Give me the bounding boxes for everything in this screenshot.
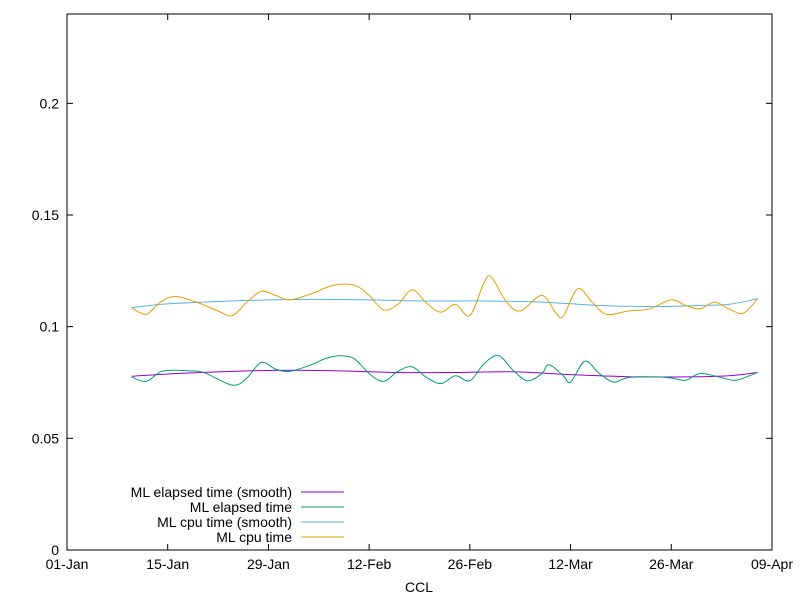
legend-label: ML cpu time — [216, 529, 292, 545]
series-line-4 — [131, 275, 758, 319]
x-tick-label: 15-Jan — [146, 556, 189, 572]
legend: ML elapsed time (smooth)ML elapsed timeM… — [131, 484, 344, 545]
series-lines — [131, 275, 758, 386]
y-tick-label: 0 — [51, 542, 59, 558]
y-tick-label: 0.1 — [40, 319, 60, 335]
y-tick-label: 0.05 — [32, 430, 59, 446]
plot-frame — [66, 13, 773, 551]
y-tick-label: 0.2 — [40, 95, 60, 111]
legend-label: ML cpu time (smooth) — [157, 514, 292, 530]
series-line-1 — [131, 369, 758, 378]
axis-ticks — [66, 14, 773, 551]
x-tick-label: 01-Jan — [46, 556, 89, 572]
x-tick-label: 29-Jan — [247, 556, 290, 572]
legend-label: ML elapsed time — [190, 499, 292, 515]
x-axis-label: CCL — [405, 579, 433, 595]
x-tick-label: 12-Mar — [548, 556, 593, 572]
x-tick-label: 26-Feb — [448, 556, 493, 572]
x-tick-label: 26-Mar — [649, 556, 694, 572]
y-tick-label: 0.15 — [32, 207, 59, 223]
x-tick-label: 12-Feb — [347, 556, 392, 572]
legend-label: ML elapsed time (smooth) — [131, 484, 292, 500]
tick-labels: 01-Jan 15-Jan 29-Jan 12-Feb 26-Feb 12-Mar 26-M… — [32, 95, 794, 572]
series-line-3 — [131, 298, 758, 309]
series-line-2 — [131, 355, 758, 386]
x-tick-label: 09-Apr — [751, 556, 793, 572]
